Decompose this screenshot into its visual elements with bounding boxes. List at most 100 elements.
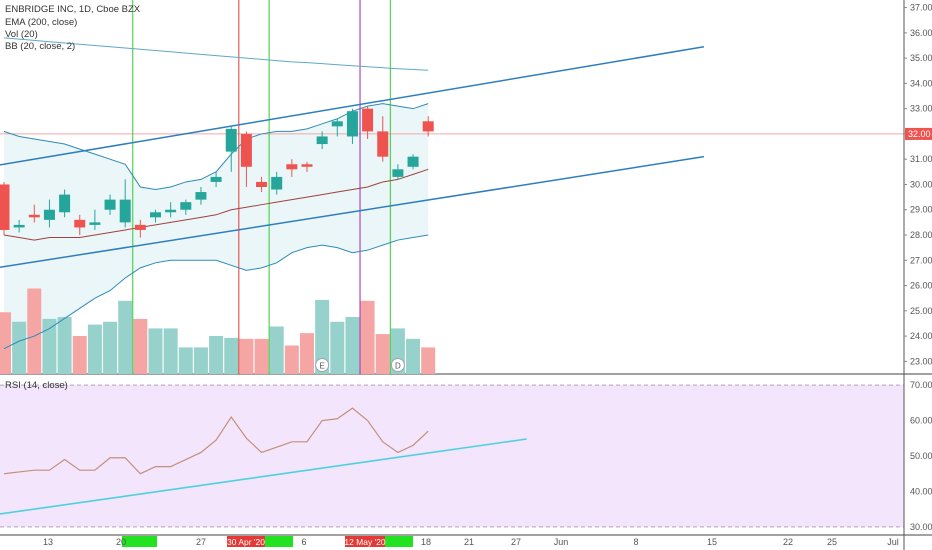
- candle-body: [43, 209, 55, 220]
- event-marker-label: D: [395, 362, 401, 371]
- price-tick-label: 31.00: [910, 154, 932, 164]
- time-highlight: [122, 536, 157, 547]
- time-tick-label: 27: [511, 537, 521, 547]
- time-highlight: [385, 536, 413, 547]
- candle-body: [331, 121, 343, 127]
- time-tick-label: 30 Apr '20: [227, 537, 265, 547]
- volume-bar: [330, 321, 345, 374]
- price-tick-label: 24.00: [910, 331, 932, 341]
- time-tick-label: 6: [301, 537, 306, 547]
- price-tick-label: 26.00: [910, 281, 932, 291]
- time-tick-label: 21: [464, 537, 474, 547]
- volume-bar: [0, 312, 11, 374]
- legend: ENBRIDGE INC, 1D, Cboe BZX EMA (200, clo…: [5, 4, 141, 391]
- candle-body: [119, 199, 131, 223]
- price-tick-label: 29.00: [910, 205, 932, 215]
- volume-bar: [193, 347, 208, 374]
- rsi-tick-label: 40.00: [910, 486, 932, 496]
- event-marker: [390, 358, 405, 372]
- volume-bar: [133, 318, 148, 374]
- price-axis: 37.00 36.00 35.00 34.00 33.00 32.00 31.00 30.00…: [903, 0, 932, 550]
- candle-body: [59, 194, 71, 213]
- price-tick-label: 30.00: [910, 179, 932, 189]
- rsi-title: RSI (14, close): [5, 380, 68, 391]
- candle-body: [422, 121, 434, 132]
- volume-bar: [360, 300, 375, 374]
- rsi-pane: [0, 384, 932, 536]
- price-tag-label: 32.00: [908, 129, 931, 139]
- price-tick-label: 36.00: [910, 28, 932, 38]
- bb-lower-line: [3, 234, 429, 350]
- time-tick-label: 20: [116, 537, 126, 547]
- candle-body: [256, 181, 268, 187]
- candle-body: [240, 133, 252, 167]
- price-tick-label: 23.00: [910, 356, 932, 366]
- price-tick-label: 33.00: [910, 104, 932, 114]
- price-tick-label: 35.00: [910, 53, 932, 63]
- candle-body: [89, 222, 101, 225]
- price-tick-label: 37.00: [910, 3, 932, 13]
- candle-body: [165, 209, 177, 213]
- candle-body: [316, 136, 328, 145]
- rsi-trendline: [0, 438, 527, 515]
- event-marker: [315, 358, 330, 372]
- candle-body: [28, 214, 40, 218]
- volume-bar: [27, 288, 42, 374]
- channel-line: [0, 155, 705, 269]
- volume-bar: [284, 345, 299, 374]
- volume-bar: [224, 337, 239, 374]
- time-tick-label: 13: [43, 537, 53, 547]
- price-tag: [905, 127, 932, 140]
- candle-body: [362, 108, 374, 132]
- time-highlight: [345, 536, 385, 547]
- event-marker-label: E: [319, 362, 324, 371]
- rsi-line: [3, 407, 429, 475]
- volume-bar: [315, 299, 330, 374]
- time-tick-label: 18: [421, 537, 431, 547]
- price-tick-label: 27.00: [910, 255, 932, 265]
- time-tick-label: 25: [827, 537, 837, 547]
- candle-body: [346, 111, 358, 137]
- candle-body: [0, 184, 10, 230]
- volume-bar: [239, 338, 254, 374]
- symbol-title: ENBRIDGE INC, 1D, Cboe BZX: [5, 4, 141, 15]
- volume-bar: [12, 321, 27, 374]
- indicator-bb: BB (20, close, 2): [5, 41, 75, 52]
- volume-bar: [209, 336, 224, 374]
- candle-body: [150, 212, 161, 218]
- ema200-line: [3, 37, 429, 71]
- volume-bar: [345, 317, 360, 374]
- candle-body: [225, 128, 237, 152]
- candle-body: [271, 176, 283, 190]
- volume-bar: [300, 333, 314, 374]
- time-highlight: [265, 536, 293, 547]
- time-axis: 13 20 27 30 Apr '20 6 12 May '20 18 21 27 Jun 8 15 2…: [43, 536, 899, 547]
- volume-bar: [87, 324, 102, 374]
- rsi-tick-label: 50.00: [910, 451, 932, 461]
- volume-bar: [375, 334, 390, 374]
- price-tick-label: 25.00: [910, 306, 932, 316]
- time-tick-label: Jul: [887, 537, 899, 547]
- candle-body: [195, 192, 207, 200]
- candle-body: [104, 199, 116, 210]
- volume-bar: [103, 321, 118, 374]
- volume-bar: [254, 338, 269, 374]
- time-tick-label: 12 May '20: [344, 537, 386, 547]
- volume-bar: [163, 328, 178, 374]
- candle-body: [134, 224, 146, 230]
- candle-body: [286, 164, 298, 170]
- volume-bar: [269, 326, 284, 374]
- volume-bar: [421, 347, 436, 374]
- time-tick-label: 27: [196, 537, 206, 547]
- rsi-tick-label: 30.00: [910, 522, 932, 532]
- volume-bar: [178, 347, 193, 374]
- candle-body: [13, 224, 25, 228]
- channel-line: [0, 46, 705, 166]
- price-tick-label: 34.00: [910, 78, 932, 88]
- candle-body: [377, 131, 389, 157]
- candle-body: [180, 202, 192, 210]
- candle-body: [407, 156, 419, 167]
- rsi-tick-label: 70.00: [910, 380, 932, 390]
